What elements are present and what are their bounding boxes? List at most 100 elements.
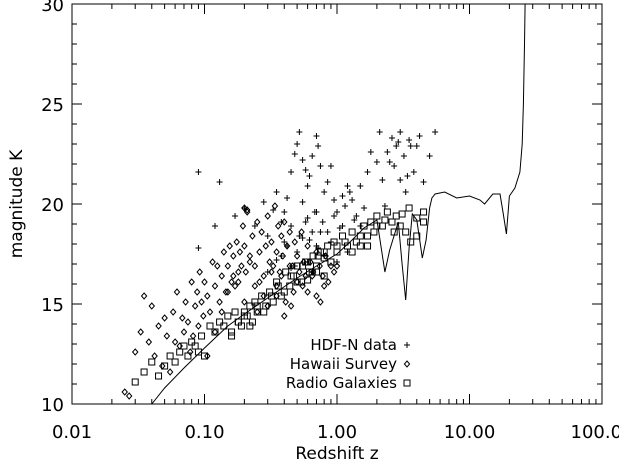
hdfn-point: [384, 149, 391, 155]
radio-galaxy-point: [420, 208, 428, 216]
radio-galaxy-point: [180, 342, 188, 350]
radio-galaxy-point: [273, 278, 281, 286]
radio-galaxy-point: [184, 352, 192, 360]
hawaii-point: [241, 242, 248, 250]
legend-marker: [403, 379, 411, 387]
x-tick-label: 10.00: [444, 422, 496, 443]
hawaii-point: [169, 308, 177, 316]
radio-galaxy-point: [286, 282, 294, 290]
hawaii-point: [283, 242, 291, 250]
hawaii-point: [121, 388, 128, 396]
hawaii-point: [290, 288, 297, 296]
hdfn-point: [353, 213, 360, 219]
hdfn-point: [373, 159, 380, 165]
hdfn-point: [309, 153, 316, 159]
hdfn-point: [404, 173, 411, 179]
hdfn-point: [339, 193, 346, 199]
hawaii-point: [209, 258, 216, 266]
hdfn-point: [357, 183, 364, 189]
hawaii-point: [200, 312, 207, 320]
hdfn-point: [407, 143, 414, 149]
radio-galaxy-point: [309, 252, 317, 260]
hawaii-point: [159, 362, 166, 370]
radio-galaxy-point: [280, 288, 288, 296]
hawaii-point: [186, 348, 194, 356]
legend-label-hdfn: HDF-N data: [310, 336, 397, 354]
hdfn-point: [264, 233, 271, 239]
hdfn-point: [302, 219, 309, 225]
legend: HDF-N data Hawaii Survey Radio Galaxies: [286, 336, 411, 392]
hawaii-point: [246, 258, 254, 266]
radio-galaxy-point: [348, 248, 356, 256]
hawaii-point: [173, 288, 181, 296]
hdfn-point: [357, 223, 364, 229]
radio-galaxy-point: [398, 210, 406, 218]
hawaii-point: [278, 232, 285, 240]
hdfn-point: [281, 239, 288, 245]
hawaii-point: [304, 242, 311, 250]
legend-marker: [403, 360, 411, 368]
axis-ticks: [71, 3, 602, 405]
radio-galaxy-point: [258, 292, 266, 300]
hawaii-point: [296, 268, 303, 276]
hawaii-point: [198, 298, 205, 306]
radio-galaxy-point: [324, 242, 332, 250]
hdfn-point: [284, 195, 291, 201]
radio-galaxy-point: [320, 254, 328, 262]
x-tick-label: 100.00: [571, 422, 619, 443]
hdfn-point: [299, 235, 306, 241]
radio-galaxy-point: [246, 302, 254, 310]
radio-galaxy-point: [327, 258, 335, 266]
hdfn-point: [344, 183, 351, 189]
hawaii-point: [195, 322, 202, 330]
radio-galaxy-point: [383, 208, 391, 216]
hawaii-point: [171, 338, 179, 346]
hawaii-point: [236, 248, 244, 256]
hdfn-point: [410, 169, 417, 175]
radio-galaxy-point: [240, 312, 248, 320]
radio-galaxy-point: [171, 358, 179, 366]
radio-galaxy-point: [224, 312, 232, 320]
hdfn-point: [288, 169, 295, 175]
radio-galaxy-point: [420, 218, 428, 226]
hawaii-point: [189, 332, 197, 340]
hdfn-point: [432, 129, 439, 135]
radio-galaxy-point: [293, 262, 301, 270]
legend-marker: [404, 342, 410, 348]
model-curve: [151, 3, 526, 405]
hawaii-point: [193, 288, 201, 296]
hdfn-point: [317, 229, 324, 235]
hdfn-point: [420, 179, 427, 185]
hawaii-point: [228, 278, 235, 286]
hdfn-point: [270, 207, 277, 213]
hdfn-point: [402, 189, 409, 195]
hdfn-point: [321, 189, 328, 195]
radio-galaxy-point: [373, 212, 381, 220]
hawaii-point: [163, 332, 171, 340]
hdfn-point: [299, 157, 306, 163]
hawaii-point: [206, 308, 214, 316]
radio-galaxy-point: [367, 218, 375, 226]
hdfn-point: [281, 209, 288, 215]
hdfn-point: [315, 143, 322, 149]
hawaii-point: [298, 228, 305, 236]
hawaii-point: [260, 272, 268, 280]
hdfn-point: [416, 133, 423, 139]
hawaii-point: [224, 262, 232, 270]
radio-galaxy-point: [234, 318, 242, 326]
radio-galaxy-point: [413, 214, 421, 222]
radio-galaxy-point: [381, 216, 389, 224]
y-tick-label: 20: [41, 195, 64, 216]
hdfn-point: [397, 129, 404, 135]
hdfn-point: [306, 173, 313, 179]
hdfn-point: [319, 219, 326, 225]
model-curve-layer: [151, 3, 526, 405]
hdfn-point: [391, 163, 398, 169]
hdfn-point: [351, 217, 358, 223]
hawaii-point: [264, 302, 271, 310]
radio-galaxy-point: [253, 302, 261, 310]
hawaii-point: [231, 282, 239, 290]
y-tick-label: 15: [41, 295, 64, 316]
hawaii-point: [201, 278, 208, 286]
